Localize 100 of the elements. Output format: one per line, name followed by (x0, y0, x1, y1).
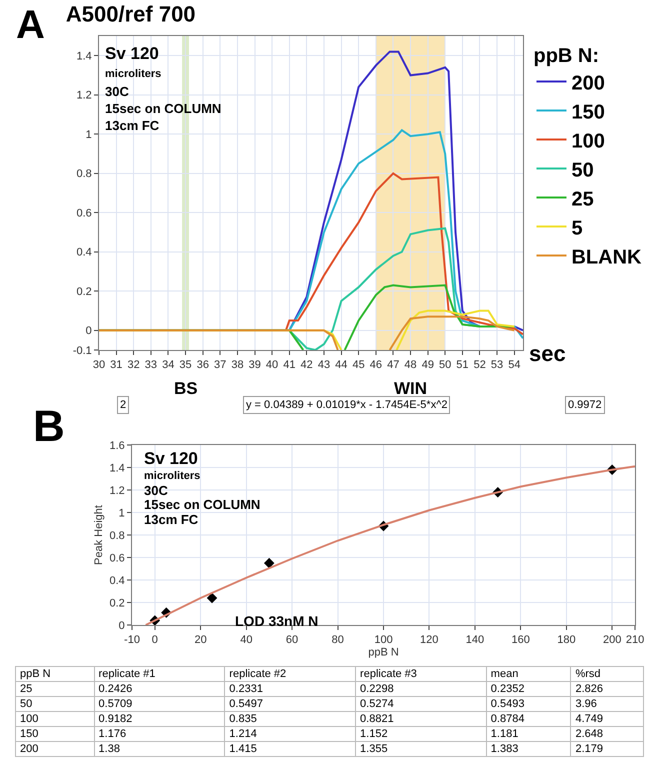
y-tick-label: 1.6 (110, 440, 125, 452)
text: 0.5493 (490, 698, 524, 710)
text: 0.2298 (360, 683, 394, 695)
annotation: 15sec on COLUMN (105, 101, 222, 116)
y-tick-label: 0.8 (110, 530, 125, 542)
text: 1.355 (360, 743, 388, 755)
text: 0.2331 (229, 683, 263, 695)
text: 1.214 (229, 728, 257, 740)
text: 25 (20, 683, 32, 695)
y-tick-label: 1 (86, 128, 92, 141)
y-tick-label: 0 (86, 325, 92, 338)
x-tick-label: 38 (231, 359, 244, 372)
legend-label: 150 (571, 101, 605, 124)
y-tick-label: 0.6 (110, 552, 125, 564)
x-tick-label: 20 (194, 634, 207, 646)
text: 0.835 (229, 713, 257, 725)
x-tick-label: 34 (162, 359, 174, 372)
legend-label: 25 (571, 188, 594, 210)
chart-title: A500/ref 700 (66, 1, 196, 26)
category-label: %rsd (570, 666, 644, 682)
text: B (33, 402, 65, 451)
band-label: WIN (394, 379, 428, 398)
annotation: 15sec on COLUMN (144, 497, 260, 512)
y-tick-label: 0 (118, 620, 125, 632)
text: 0.9972 (568, 399, 602, 411)
x-tick-label: 140 (466, 634, 484, 646)
x-tick-label: 0 (152, 634, 158, 646)
annotation: microliters (105, 68, 162, 80)
x-tick-label: 41 (283, 359, 296, 372)
legend-label: 100 (571, 130, 605, 152)
text: 1.176 (98, 728, 126, 740)
x-axis-title: ppB N (368, 646, 399, 658)
annotation: 30C (105, 84, 130, 99)
x-axis-title: sec (529, 341, 566, 366)
annotation: 30C (144, 483, 168, 498)
legend-label: 200 (571, 72, 605, 94)
text: 0.5274 (360, 698, 394, 710)
line-series (144, 465, 635, 625)
y-tick-label: 0.8 (76, 168, 92, 180)
y-tick-label: 1.4 (110, 462, 125, 474)
text: 0.9182 (98, 713, 132, 725)
legend-label: BLANK (571, 246, 642, 268)
x-tick-label: 180 (557, 634, 576, 646)
x-tick-label: 50 (438, 359, 452, 372)
category-label: replicate #3 (356, 666, 486, 682)
y-tick-label: 1.2 (76, 90, 92, 102)
text: 2.826 (575, 683, 603, 695)
text: 2 (120, 399, 126, 411)
annotation: LOD 33nM N (235, 613, 318, 629)
point (206, 592, 218, 604)
legend-title: ppB N: (533, 45, 600, 67)
x-tick-label: 42 (300, 359, 313, 372)
annotation: Sv 120 (144, 449, 198, 468)
y-tick-label: -0.1 (72, 344, 92, 357)
text: 0.8784 (490, 713, 524, 725)
x-tick-label: 53 (490, 359, 504, 372)
x-tick-label: 160 (512, 634, 530, 646)
y-tick-label: 0.2 (76, 286, 92, 298)
x-tick-label: 100 (374, 634, 393, 646)
y-tick-label: 1.4 (76, 50, 92, 62)
text: 1.152 (360, 728, 388, 740)
x-tick-label: 51 (456, 359, 469, 372)
x-tick-label: 47 (387, 359, 400, 372)
annotation: 13cm FC (144, 512, 199, 527)
band-label: BS (174, 379, 198, 398)
text: 1.38 (98, 743, 120, 755)
x-tick-label: 200 (602, 634, 622, 646)
category-label: mean (486, 666, 571, 682)
text: 1.181 (490, 728, 518, 740)
y-axis-title: Peak Height (93, 505, 106, 565)
y-tick-label: 0.4 (76, 246, 92, 259)
text: 0.8821 (360, 713, 394, 725)
text: 1.415 (229, 743, 257, 755)
x-tick-label: 31 (110, 359, 122, 372)
annotation: microliters (144, 470, 200, 482)
x-tick-label: 49 (422, 359, 434, 372)
x-tick-label: 46 (370, 359, 382, 372)
text: 200 (20, 743, 38, 755)
text: 0.5497 (229, 698, 263, 710)
category-label: replicate #1 (94, 666, 225, 682)
x-tick-label: 48 (404, 359, 417, 372)
x-tick-label: 54 (508, 359, 520, 372)
text: 2.648 (575, 728, 603, 740)
x-tick-label: 44 (335, 359, 348, 372)
annotation: 13cm FC (105, 118, 160, 133)
x-tick-label: 39 (248, 359, 261, 372)
text: 2.179 (575, 743, 603, 755)
x-tick-label: 40 (266, 359, 278, 372)
category-label: replicate #2 (224, 666, 356, 682)
y-tick-label: 0.2 (110, 597, 125, 610)
legend-label: 50 (571, 159, 594, 182)
text: 3.96 (575, 698, 597, 710)
y-tick-label: 0.6 (76, 207, 92, 220)
text: 0.2352 (490, 683, 524, 695)
text: 4.749 (575, 713, 603, 725)
x-tick-label: 35 (179, 359, 192, 372)
text: 0.5709 (98, 698, 132, 710)
x-tick-label: 60 (286, 634, 298, 646)
y-tick-label: 0.4 (110, 574, 125, 587)
text: 50 (20, 698, 32, 710)
